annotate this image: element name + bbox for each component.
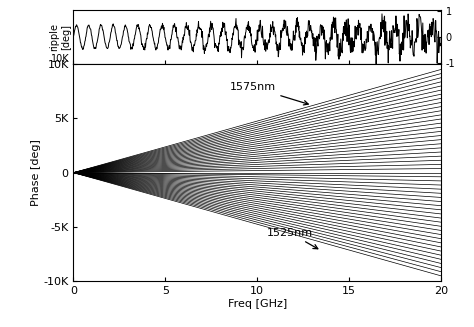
- Text: 1525nm: 1525nm: [266, 228, 318, 249]
- Y-axis label: ripple
[deg]: ripple [deg]: [49, 23, 71, 51]
- X-axis label: Freq [GHz]: Freq [GHz]: [228, 299, 287, 309]
- Text: 10K: 10K: [51, 54, 70, 64]
- Y-axis label: Phase [deg]: Phase [deg]: [31, 139, 41, 206]
- Text: 1575nm: 1575nm: [229, 82, 308, 105]
